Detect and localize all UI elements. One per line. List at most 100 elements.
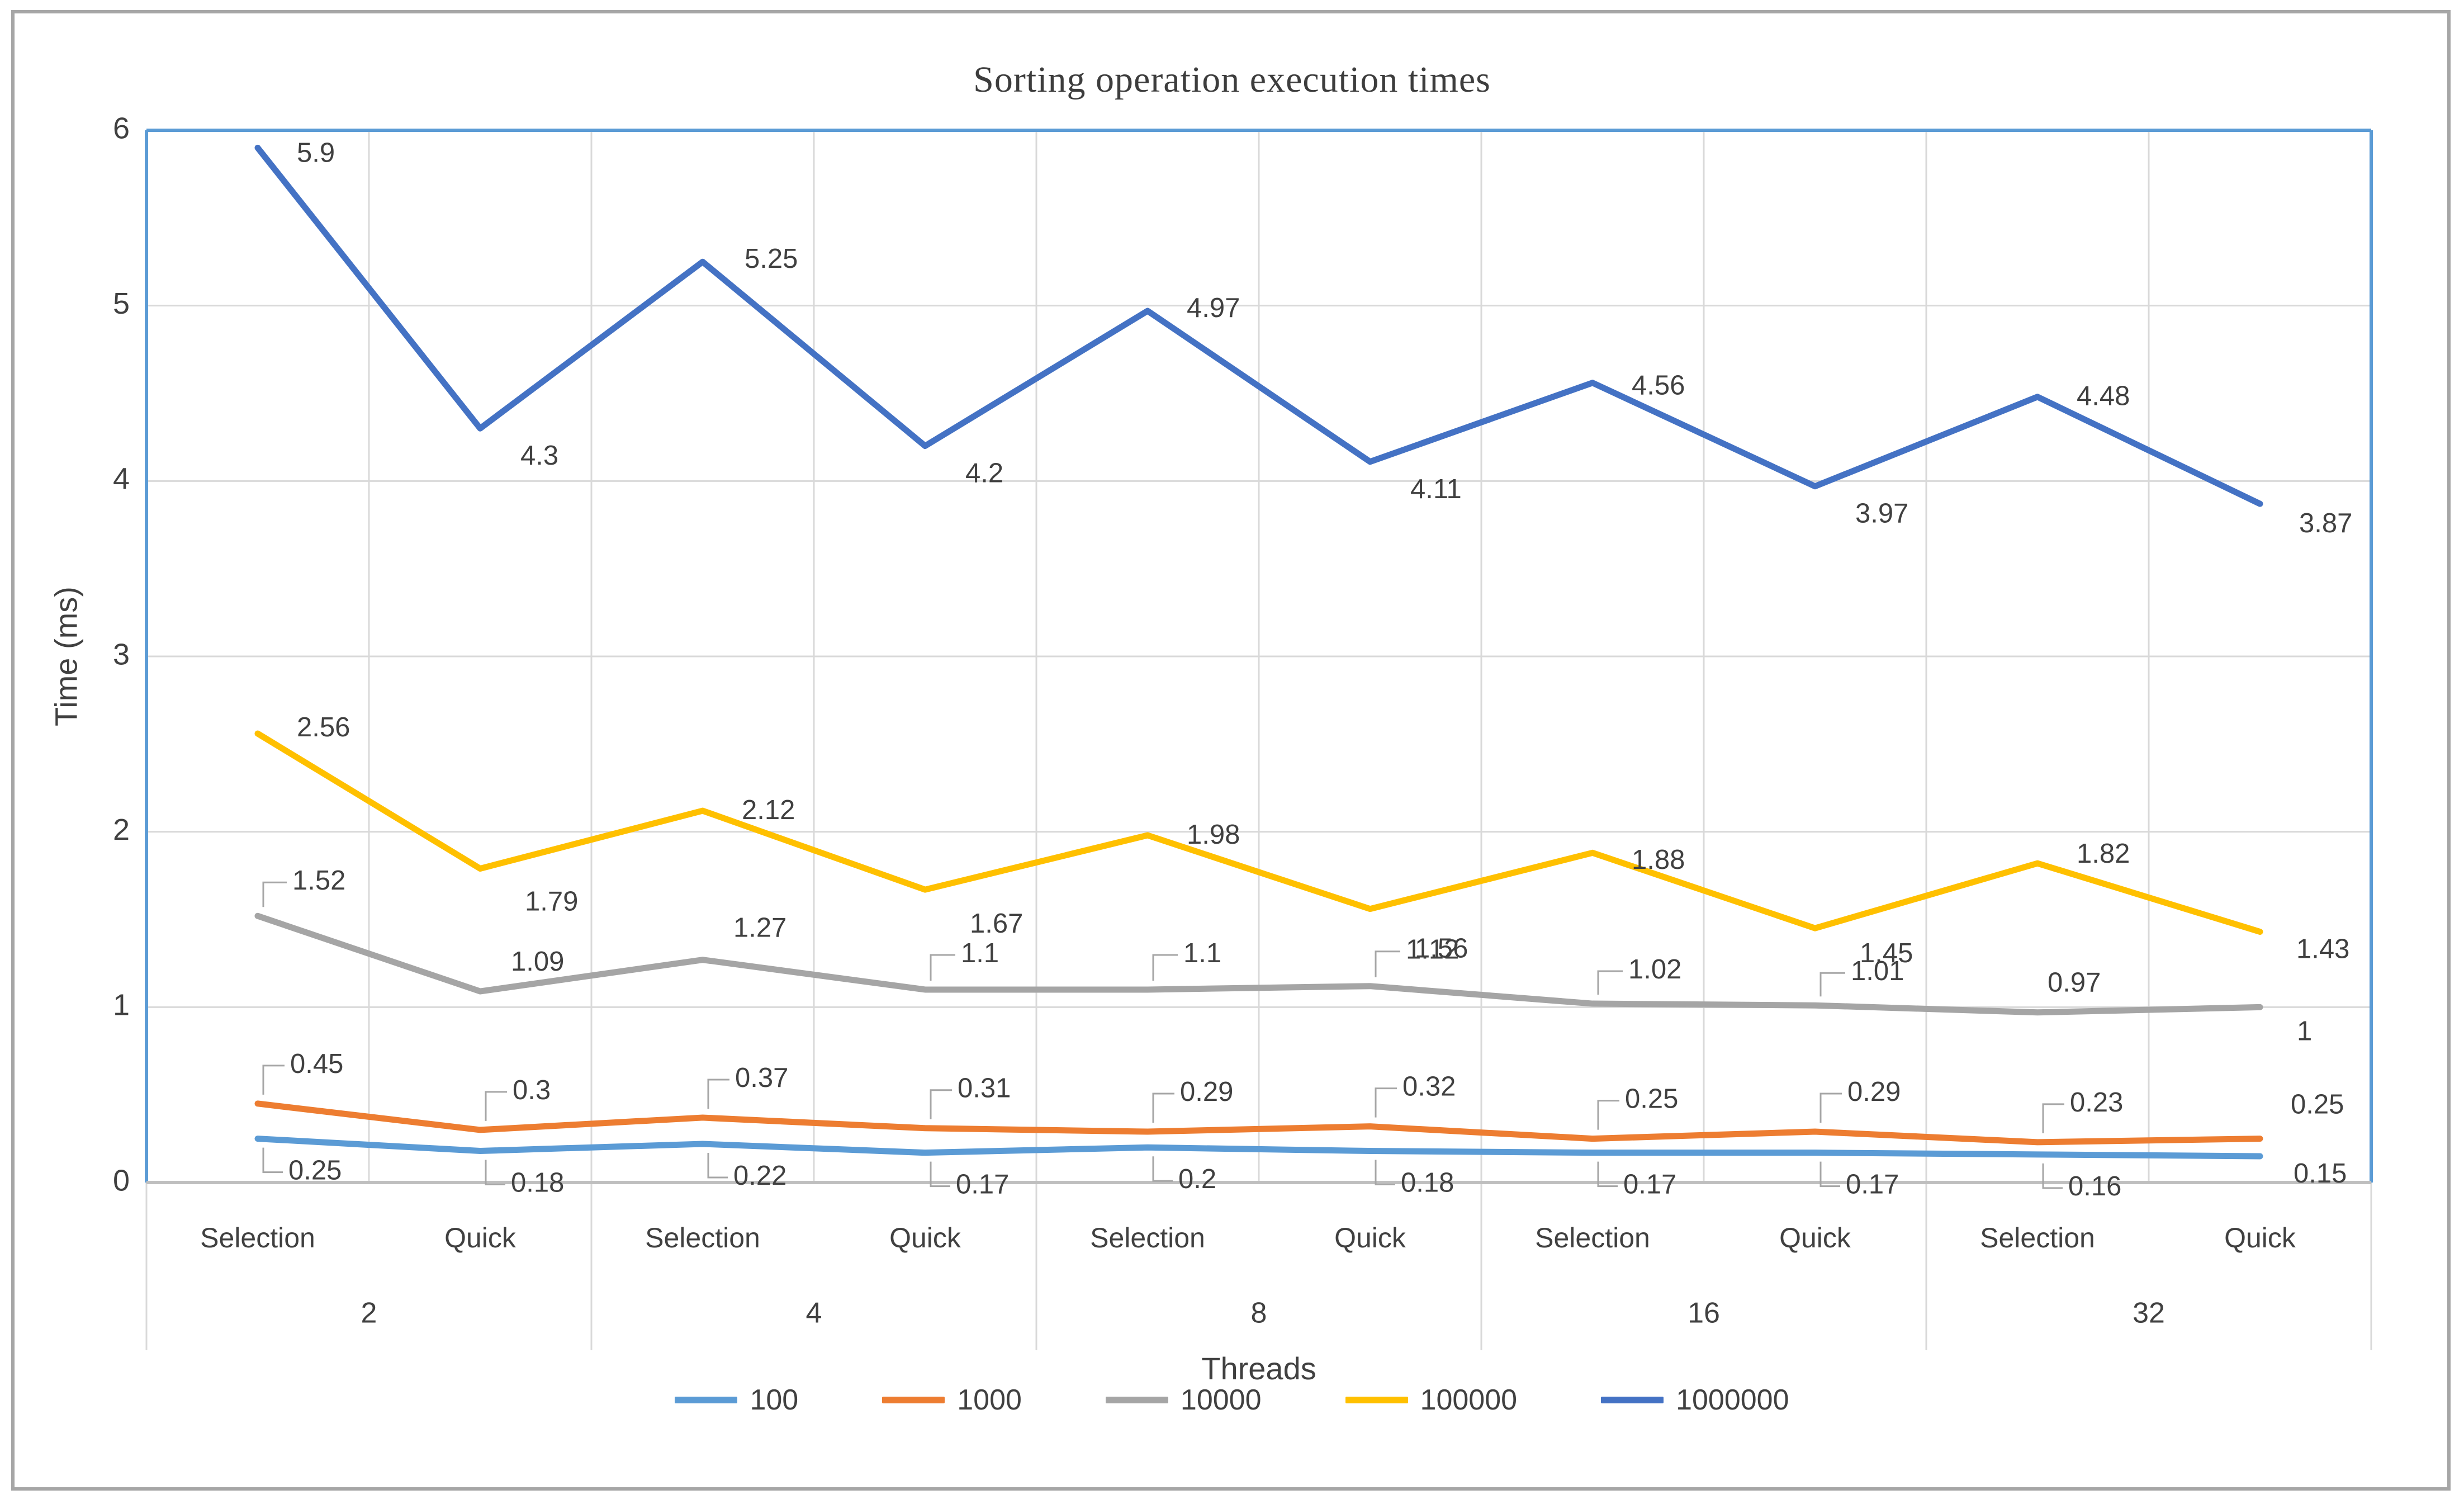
data-label-100000: 1.43 — [2296, 934, 2349, 964]
data-label-100: 0.15 — [2294, 1158, 2347, 1189]
y-tick-label: 3 — [113, 637, 130, 671]
data-label-100000: 1.56 — [1415, 934, 1468, 964]
label-leader-line — [1152, 1156, 1173, 1182]
legend-label: 1000 — [957, 1384, 1022, 1416]
category-label: Quick — [2224, 1222, 2296, 1254]
data-label-10000: 1.1 — [1183, 938, 1221, 968]
data-label-1000000: 3.87 — [2299, 508, 2352, 538]
data-label-10000: 1 — [2297, 1016, 2312, 1046]
label-leader-line — [1819, 1161, 1840, 1188]
data-label-100000: 1.79 — [525, 886, 578, 916]
data-label-1000: 0.37 — [735, 1063, 788, 1093]
group-label: 2 — [361, 1297, 377, 1330]
data-label-100000: 1.45 — [1860, 938, 1913, 968]
group-label: 16 — [1688, 1297, 1720, 1330]
data-label-1000000: 5.25 — [745, 244, 798, 274]
legend-item-1000000: 1000000 — [1601, 1383, 1789, 1417]
label-leader-line — [1375, 1160, 1395, 1186]
data-label-1000: 0.31 — [958, 1073, 1011, 1104]
label-leader-line — [1597, 970, 1623, 995]
data-label-1000: 0.29 — [1180, 1077, 1233, 1107]
data-label-1000: 0.23 — [2070, 1087, 2123, 1118]
category-label: Selection — [200, 1222, 315, 1254]
category-label: Quick — [1334, 1222, 1406, 1254]
label-leader-line — [1152, 1092, 1174, 1123]
legend-label: 100 — [750, 1384, 799, 1416]
category-label: Quick — [444, 1222, 517, 1254]
label-leader-line — [1819, 972, 1845, 997]
data-label-1000: 0.29 — [1847, 1077, 1901, 1107]
label-leader-line — [1597, 1161, 1618, 1188]
data-label-10000: 0.97 — [2048, 968, 2101, 998]
series-line-100000 — [254, 730, 2263, 935]
data-label-10000: 1.09 — [511, 947, 564, 977]
data-label-100000: 1.67 — [970, 909, 1023, 939]
label-leader-line — [485, 1091, 507, 1121]
category-label: Selection — [1980, 1222, 2095, 1254]
group-label: 8 — [1251, 1297, 1267, 1330]
label-leader-line — [2042, 1103, 2064, 1133]
data-label-1000: 0.32 — [1402, 1072, 1456, 1102]
data-label-1000000: 4.11 — [1410, 474, 1462, 504]
data-label-100: 0.2 — [1178, 1164, 1216, 1194]
label-leader-line — [930, 954, 955, 981]
data-label-100: 0.17 — [1846, 1170, 1899, 1200]
y-tick-label: 0 — [113, 1164, 130, 1197]
label-leader-line — [930, 1161, 950, 1188]
label-leader-line — [485, 1160, 505, 1186]
legend-label: 100000 — [1420, 1384, 1518, 1416]
category-label: Selection — [1090, 1222, 1205, 1254]
y-tick-label: 4 — [113, 462, 130, 496]
legend-item-100: 100 — [675, 1383, 798, 1417]
label-leader-line — [1152, 954, 1178, 981]
label-leader-line — [262, 1065, 285, 1095]
chart-title: Sorting operation execution times — [973, 59, 1491, 100]
legend-swatch-100 — [675, 1397, 738, 1403]
data-label-10000: 1.02 — [1628, 954, 1681, 985]
legend-swatch-1000 — [882, 1397, 945, 1403]
y-tick-label: 1 — [113, 989, 130, 1022]
data-label-1000000: 4.3 — [520, 441, 558, 471]
data-label-100: 0.16 — [2068, 1171, 2121, 1202]
data-label-10000: 1.52 — [292, 865, 345, 896]
data-label-100000: 1.88 — [1632, 845, 1685, 875]
label-leader-line — [707, 1079, 729, 1109]
label-leader-line — [707, 1152, 728, 1179]
data-label-1000: 0.25 — [1625, 1084, 1678, 1114]
chart-outer-border — [11, 10, 2451, 1491]
data-label-10000: 1.12 — [1406, 935, 1459, 965]
data-label-1000000: 3.97 — [1855, 499, 1908, 529]
label-leader-line — [2042, 1163, 2063, 1189]
legend-label: 1000000 — [1676, 1384, 1789, 1416]
data-label-1000000: 4.2 — [965, 458, 1003, 489]
data-label-100: 0.18 — [511, 1167, 564, 1198]
label-leader-line — [262, 881, 287, 907]
label-leader-line — [262, 1147, 283, 1174]
data-label-1000: 0.25 — [2291, 1090, 2344, 1120]
data-label-1000: 0.3 — [513, 1075, 551, 1105]
legend-swatch-1000000 — [1601, 1397, 1664, 1403]
series-line-1000 — [254, 1100, 2263, 1146]
legend-item-10000: 10000 — [1105, 1383, 1262, 1417]
group-label: 32 — [2133, 1297, 2165, 1330]
x-axis-title: Threads — [1201, 1351, 1316, 1386]
data-label-1000000: 4.56 — [1632, 371, 1685, 401]
data-label-1000000: 4.97 — [1187, 293, 1240, 323]
data-label-10000: 1.1 — [961, 938, 999, 968]
legend-swatch-100000 — [1345, 1397, 1408, 1403]
data-label-100: 0.17 — [1623, 1170, 1676, 1200]
legend: 100 1000 10000 100000 1000000 — [0, 1383, 2464, 1417]
data-label-10000: 1.01 — [1851, 956, 1904, 986]
data-label-1000000: 5.9 — [297, 138, 335, 168]
data-label-100000: 2.56 — [297, 712, 350, 742]
label-leader-line — [930, 1089, 952, 1119]
label-leader-line — [1597, 1100, 1619, 1130]
category-label: Quick — [889, 1222, 961, 1254]
data-label-10000: 1.27 — [733, 913, 786, 943]
data-label-100000: 1.82 — [2077, 839, 2130, 869]
legend-item-100000: 100000 — [1345, 1383, 1518, 1417]
y-tick-label: 5 — [113, 287, 130, 320]
category-label: Quick — [1779, 1222, 1851, 1254]
series-line-100 — [254, 1136, 2263, 1160]
